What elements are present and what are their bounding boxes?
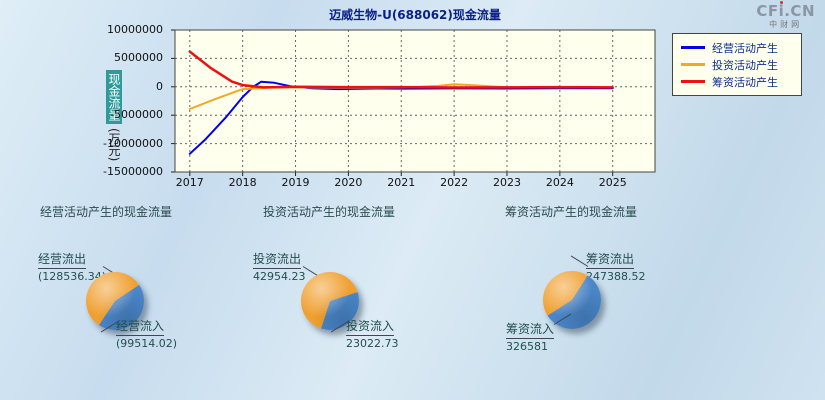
pie-title-operating: 经营活动产生的现金流量 [40,205,173,219]
legend-swatch-operating [681,46,705,49]
legend-label-operating: 经营活动产生 [712,41,778,55]
x-tick-label: 2021 [387,176,416,189]
callout-investing-outflow: 投资流出 42954.23 [253,250,306,283]
x-tick-label: 2025 [598,176,627,189]
callout-value: (128536.34) [38,270,107,283]
cfi-logo[interactable]: CFi.CN 中财网 [756,2,815,30]
callout-name: 经营流入 [116,317,165,336]
x-tick-label: 2017 [175,176,204,189]
y-tick-label: -5000000 [110,108,163,122]
pie-financing [543,271,601,329]
legend-item-operating: 经营活动产生 [681,39,793,56]
callout-name: 经营流出 [38,250,87,269]
x-tick-label: 2020 [334,176,363,189]
y-tick-label: 10000000 [107,23,163,36]
callout-name: 筹资流入 [506,320,555,339]
callout-name: 筹资流出 [586,250,635,269]
pie-section-investing: 投资活动产生的现金流量 投资流出 42954.23 投资流入 23022.73 [245,195,475,355]
x-tick-label: 2019 [281,176,310,189]
callout-value: 42954.23 [253,270,306,283]
cfi-logo-text: CFi.CN [756,2,815,20]
callout-operating-outflow: 经营流出 (128536.34) [38,250,106,283]
legend-swatch-financing [681,80,705,83]
x-tick-label: 2022 [440,176,469,189]
y-tick-label: 0 [156,79,163,93]
y-tick-label: 5000000 [114,51,163,65]
legend-label-financing: 筹资活动产生 [712,75,778,89]
legend-item-financing: 筹资活动产生 [681,73,793,90]
callout-value: (99514.02) [116,337,178,350]
callout-name: 投资流入 [346,317,395,336]
x-tick-label: 2023 [492,176,521,189]
cfi-logo-subtext: 中财网 [769,20,803,29]
y-axis-label-main: 现金流量 [106,70,122,124]
callout-value: 247388.52 [586,270,646,283]
callout-financing-inflow: 筹资流入 326581 [506,320,555,353]
y-tick-label: -10000000 [103,136,163,150]
pie-title-financing: 筹资活动产生的现金流量 [505,205,638,219]
callout-value: 326581 [506,340,548,353]
callout-value: 23022.73 [346,337,399,350]
legend-swatch-investing [681,63,705,66]
pie-section-operating: 经营活动产生的现金流量 经营流出 (128536.34) 经营流入 (99514… [30,195,260,355]
legend-label-investing: 投资活动产生 [712,58,778,72]
callout-operating-inflow: 经营流入 (99514.02) [116,317,177,350]
page-title: 迈威生物-U(688062)现金流量 [329,8,501,22]
pie-section-financing: 筹资活动产生的现金流量 筹资流出 247388.52 筹资流入 326581 [480,195,710,355]
callout-financing-outflow: 筹资流出 247388.52 [586,250,646,283]
callout-name: 投资流出 [253,250,302,269]
x-tick-label: 2018 [228,176,257,189]
chart-legend: 经营活动产生 投资活动产生 筹资活动产生 [672,33,802,96]
y-axis-label-unit: (万元) [107,128,121,162]
pie-title-investing: 投资活动产生的现金流量 [263,205,396,219]
legend-item-investing: 投资活动产生 [681,56,793,73]
line-chart-plot [171,29,656,176]
y-axis-label: 现金流量 (万元) [106,70,122,161]
callout-investing-inflow: 投资流入 23022.73 [346,317,399,350]
pie-investing [301,272,359,330]
y-tick-label: -15000000 [103,165,163,178]
x-tick-label: 2024 [545,176,574,189]
